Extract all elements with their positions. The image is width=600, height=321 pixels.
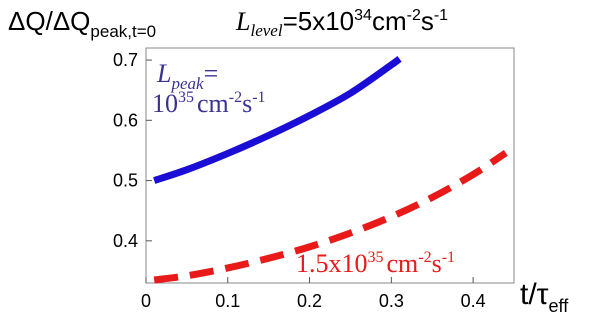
x-tick-label-1: 0.1 [215,291,240,311]
y-tick-label-0: 0.4 [113,231,138,251]
series-line-0 [153,56,402,184]
y-tick-label-2: 0.6 [113,110,138,130]
x-tick-label-0: 0 [141,291,151,311]
x-axis-ticks: 0 0.1 0.2 0.3 0.4 [141,277,486,311]
x-tick-label-2: 0.2 [297,291,322,311]
annotation-peak-line1: Lpeak= [156,59,218,93]
x-axis-title: t/τeff [520,278,569,316]
x-tick-label-4: 0.4 [461,291,486,311]
x-tick-label-3: 0.3 [379,291,404,311]
annotation-peak-line2: 1035 cm-2s-1 [152,89,266,118]
series-group [153,56,508,284]
y-tick-label-3: 0.7 [113,50,138,70]
y-axis-title: ΔQ/ΔQpeak,t=0 [8,6,156,41]
plot-frame [145,47,515,284]
chart-title: Llevel=5x1034cm-2s-1 [235,6,448,40]
series-line-1 [153,149,508,284]
annotation-red-label: 1.5x1035 cm-2s-1 [296,249,455,278]
y-tick-label-1: 0.5 [113,171,138,191]
y-axis-ticks: 0.4 0.5 0.6 0.7 [113,50,152,251]
